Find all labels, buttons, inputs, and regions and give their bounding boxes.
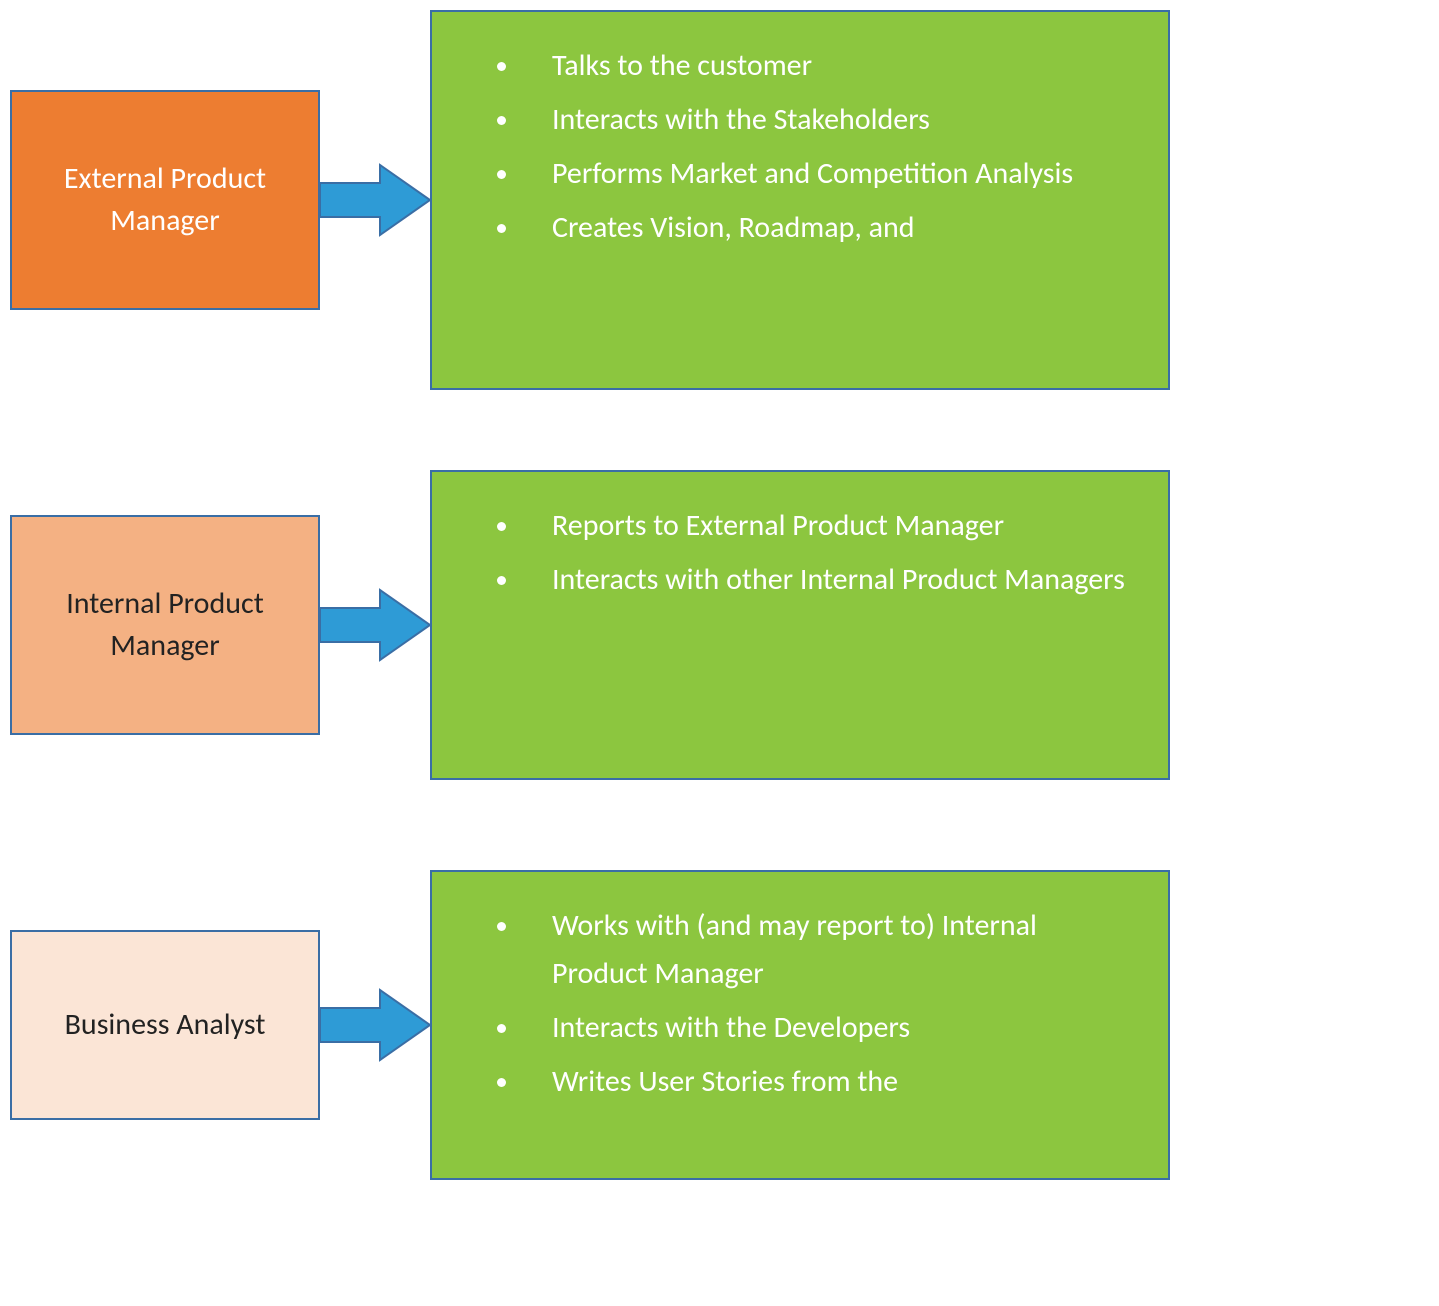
description-box: Talks to the customer Interacts with the …: [430, 10, 1170, 390]
description-item: Talks to the customer: [522, 42, 1138, 90]
arrow: [310, 975, 440, 1075]
description-item: Interacts with the Developers: [522, 1004, 1138, 1052]
role-box: Internal Product Manager: [10, 515, 320, 735]
description-item: Writes User Stories from the: [522, 1058, 1138, 1106]
arrow: [310, 150, 440, 250]
role-box: Business Analyst: [10, 930, 320, 1120]
description-list: Reports to External Product Manager Inter…: [482, 502, 1138, 604]
arrow-right-icon: [315, 155, 435, 245]
diagram-row: Internal Product Manager Reports to Exte…: [10, 470, 1190, 780]
description-list: Talks to the customer Interacts with the …: [482, 42, 1138, 252]
description-box: Reports to External Product Manager Inter…: [430, 470, 1170, 780]
description-item: Reports to External Product Manager: [522, 502, 1138, 550]
role-label: Internal Product Manager: [32, 583, 298, 667]
arrow-right-icon: [315, 580, 435, 670]
description-item: Works with (and may report to) Internal …: [522, 902, 1138, 998]
diagram-row: Business Analyst Works with (and may rep…: [10, 870, 1190, 1180]
description-item: Performs Market and Competition Analysis: [522, 150, 1138, 198]
arrow-right-icon: [315, 980, 435, 1070]
arrow: [310, 575, 440, 675]
description-box: Works with (and may report to) Internal …: [430, 870, 1170, 1180]
description-item: Creates Vision, Roadmap, and: [522, 204, 1138, 252]
diagram-row: External Product Manager Talks to the cu…: [10, 10, 1190, 390]
role-label: External Product Manager: [32, 158, 298, 242]
description-item: Interacts with the Stakeholders: [522, 96, 1138, 144]
role-label: Business Analyst: [65, 1004, 266, 1046]
role-box: External Product Manager: [10, 90, 320, 310]
description-list: Works with (and may report to) Internal …: [482, 902, 1138, 1106]
description-item: Interacts with other Internal Product Ma…: [522, 556, 1138, 604]
